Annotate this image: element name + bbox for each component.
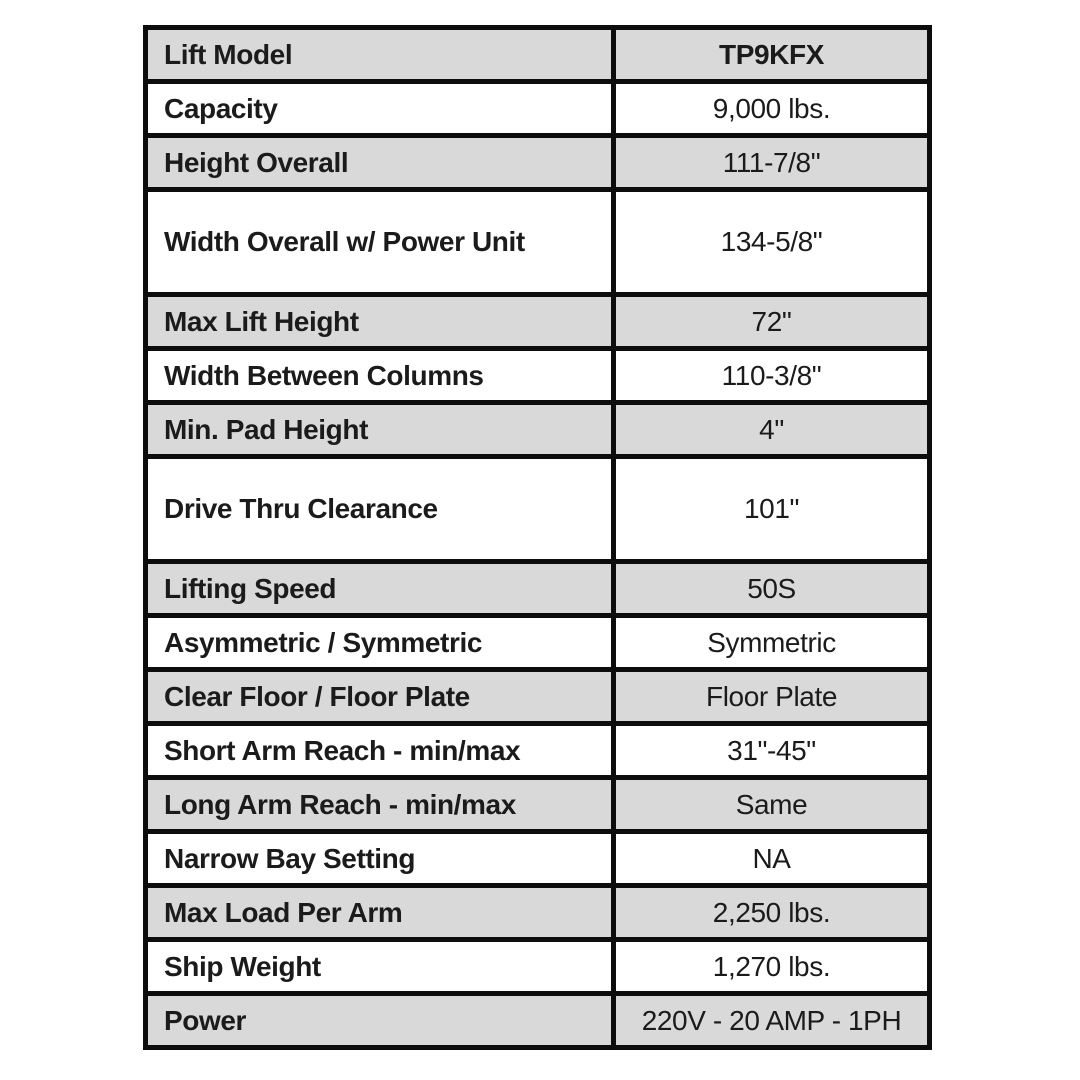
spec-row-15: Ship Weight 1,270 lbs. — [148, 937, 927, 991]
spec-value-cell: 4" — [759, 413, 784, 445]
spec-label-cell: Max Lift Height — [148, 297, 616, 346]
spec-row-12: Long Arm Reach - min/max Same — [148, 775, 927, 829]
spec-row-7: Drive Thru Clearance 101" — [148, 454, 927, 559]
spec-value-cell: 110-3/8" — [721, 359, 822, 391]
spec-label-cell: Width Overall w/ Power Unit — [148, 192, 616, 292]
spec-row-6: Min. Pad Height 4" — [148, 400, 927, 454]
spec-row-11: Short Arm Reach - min/max 31"-45" — [148, 721, 927, 775]
spec-value-cell: 2,250 lbs. — [712, 896, 831, 928]
spec-label-cell: Min. Pad Height — [148, 405, 616, 454]
spec-label-cell: Max Load Per Arm — [148, 888, 616, 937]
spec-row-3: Width Overall w/ Power Unit 134-5/8" — [148, 187, 927, 292]
spec-row-9: Asymmetric / Symmetric Symmetric — [148, 613, 927, 667]
spec-row-5: Width Between Columns 110-3/8" — [148, 346, 927, 400]
spec-row-10: Clear Floor / Floor Plate Floor Plate — [148, 667, 927, 721]
spec-label-cell: Lift Model — [148, 30, 616, 79]
spec-value-cell: Same — [735, 788, 808, 820]
spec-label-cell: Drive Thru Clearance — [148, 459, 616, 559]
spec-value-cell: 101" — [743, 493, 800, 524]
spec-label-cell: Clear Floor / Floor Plate — [148, 672, 616, 721]
spec-row-1: Capacity 9,000 lbs. — [148, 79, 927, 133]
spec-label-cell: Lifting Speed — [148, 564, 616, 613]
spec-label-cell: Asymmetric / Symmetric — [148, 618, 616, 667]
spec-value-cell: 220V - 20 AMP - 1PH — [641, 1004, 902, 1036]
spec-row-16: Power 220V - 20 AMP - 1PH — [148, 991, 927, 1045]
spec-row-14: Max Load Per Arm 2,250 lbs. — [148, 883, 927, 937]
spec-row-4: Max Lift Height 72" — [148, 292, 927, 346]
spec-value-cell: 50S — [747, 572, 796, 604]
spec-row-8: Lifting Speed 50S — [148, 559, 927, 613]
spec-value-cell: 1,270 lbs. — [712, 950, 831, 982]
spec-value-cell: Symmetric — [707, 626, 836, 658]
spec-label-cell: Capacity — [148, 84, 616, 133]
spec-value-cell: 111-7/8" — [722, 146, 821, 178]
spec-label-cell: Power — [148, 996, 616, 1045]
spec-label-cell: Narrow Bay Setting — [148, 834, 616, 883]
spec-value-cell: Floor Plate — [706, 680, 837, 712]
spec-value-cell: 134-5/8" — [720, 226, 823, 257]
spec-label-cell: Height Overall — [148, 138, 616, 187]
spec-label-cell: Ship Weight — [148, 942, 616, 991]
spec-row-13: Narrow Bay Setting NA — [148, 829, 927, 883]
spec-table: Lift Model TP9KFX Capacity 9,000 lbs. Height… — [143, 25, 932, 1050]
spec-label-cell: Short Arm Reach - min/max — [148, 726, 616, 775]
spec-label-cell: Long Arm Reach - min/max — [148, 780, 616, 829]
spec-value-cell: 9,000 lbs. — [712, 92, 831, 124]
spec-value-cell: 72" — [751, 305, 792, 337]
spec-value-cell: TP9KFX — [719, 38, 824, 70]
spec-row-2: Height Overall 111-7/8" — [148, 133, 927, 187]
spec-value-cell: 31"-45" — [727, 734, 816, 766]
spec-label-cell: Width Between Columns — [148, 351, 616, 400]
spec-row-0: Lift Model TP9KFX — [148, 30, 927, 79]
spec-value-cell: NA — [752, 842, 791, 874]
